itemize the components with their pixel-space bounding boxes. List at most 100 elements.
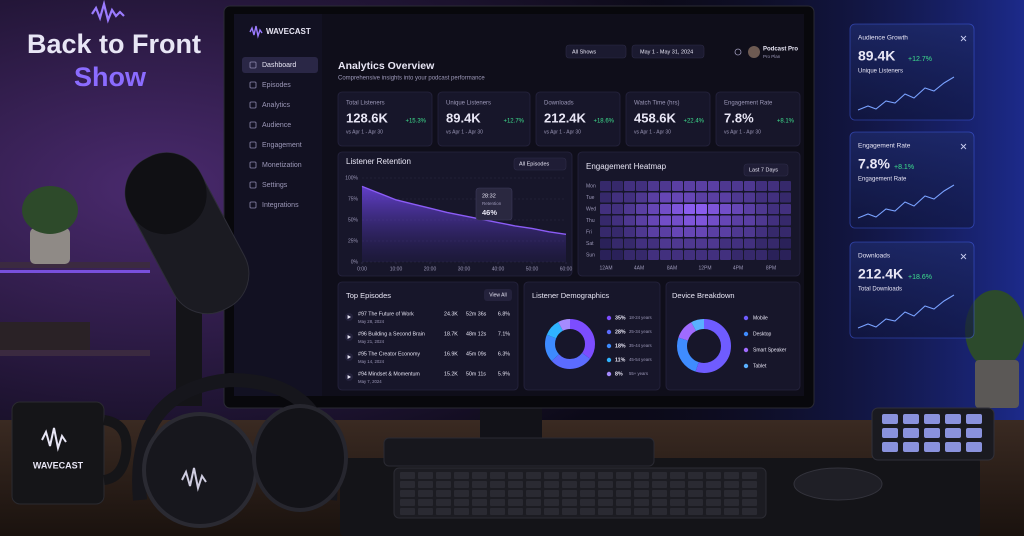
- nav-item[interactable]: Integrations: [262, 202, 299, 209]
- card-change: +8.1%: [894, 164, 914, 171]
- legend-dot: [606, 357, 612, 363]
- key: [454, 499, 469, 506]
- heat-cell: [708, 238, 719, 249]
- key: [742, 490, 757, 497]
- key: [400, 499, 415, 506]
- key: [742, 508, 757, 515]
- heat-cell: [720, 204, 731, 214]
- key: [652, 508, 667, 515]
- key: [706, 490, 721, 497]
- play-glyph: [347, 315, 351, 319]
- heat-cell: [708, 204, 719, 214]
- key: [634, 490, 649, 497]
- show-filter[interactable]: [565, 44, 627, 59]
- heading: Analytics Overview: [338, 60, 435, 72]
- heat-cell: [732, 238, 743, 249]
- panel: [625, 91, 711, 147]
- heat-cell: [600, 238, 611, 249]
- x-tick-label: 20:00: [424, 266, 437, 272]
- close-icon[interactable]: [960, 253, 967, 260]
- heat-cell: [768, 238, 779, 249]
- episode-duration: 52m 36s: [466, 311, 487, 317]
- heat-cell: [648, 181, 659, 191]
- heat-cell: [672, 192, 683, 203]
- user-name: Podcast Pro: [763, 47, 798, 53]
- key: [945, 414, 961, 424]
- key: [882, 428, 898, 438]
- plant: [965, 290, 1024, 370]
- subheading: Comprehensive insights into your podcast…: [338, 76, 485, 82]
- heat-cell: [684, 215, 695, 226]
- close-icon[interactable]: [960, 143, 967, 150]
- title-line2: Show: [74, 62, 147, 92]
- legend-dot: [606, 329, 612, 335]
- legend-value: 11%: [615, 357, 626, 363]
- key: [670, 508, 685, 515]
- nav-icon: [249, 101, 257, 109]
- view-all-button[interactable]: [484, 289, 512, 301]
- key: [418, 499, 433, 506]
- key: [562, 472, 577, 479]
- heat-cell: [612, 238, 623, 249]
- legend-dot: [743, 363, 749, 369]
- card-value: 212.4K: [858, 266, 903, 282]
- panel-title: Device Breakdown: [672, 291, 735, 300]
- legend-value: 18%: [615, 343, 626, 349]
- column-label: 12PM: [698, 265, 711, 271]
- dropdown[interactable]: [513, 157, 567, 171]
- nav-item[interactable]: Monetization: [262, 162, 302, 169]
- nav-icon: [249, 61, 257, 69]
- heat-cell: [660, 227, 671, 237]
- heat-cell: [684, 227, 695, 237]
- kpi-compare: vs Apr 1 - Apr 30: [634, 129, 671, 135]
- shelf-light: [0, 270, 150, 273]
- show-filter-label: All Shows: [572, 49, 596, 55]
- date-filter[interactable]: [631, 44, 705, 59]
- heat-cell: [636, 204, 647, 214]
- heat-cell: [648, 250, 659, 260]
- key: [436, 490, 451, 497]
- key: [418, 490, 433, 497]
- heat-cell: [660, 181, 671, 191]
- panel-title: Listener Retention: [346, 157, 411, 166]
- heat-cell: [780, 238, 791, 249]
- legend-dot: [606, 371, 612, 377]
- heat-cell: [768, 181, 779, 191]
- x-tick-label: 10:00: [390, 266, 403, 272]
- nav-item[interactable]: Settings: [262, 182, 288, 189]
- episode-rate: 6.3%: [498, 351, 510, 357]
- key: [903, 414, 919, 424]
- glass-card: [849, 131, 975, 229]
- nav-item[interactable]: Dashboard: [262, 62, 296, 69]
- key: [706, 481, 721, 488]
- key: [472, 499, 487, 506]
- nav-item[interactable]: Audience: [262, 122, 291, 129]
- mic-grille: [125, 152, 207, 235]
- column-label: 8AM: [667, 265, 677, 271]
- nav-item[interactable]: Episodes: [262, 82, 291, 89]
- row-label: Sat: [586, 241, 594, 247]
- kpi-label: Downloads: [544, 101, 574, 107]
- heat-cell: [684, 250, 695, 260]
- nav-item[interactable]: Analytics: [262, 102, 291, 109]
- key: [418, 472, 433, 479]
- plant-pot: [30, 228, 70, 264]
- dropdown-label: Last 7 Days: [749, 167, 778, 173]
- close-icon[interactable]: [960, 35, 967, 42]
- legend-dot: [606, 343, 612, 349]
- heat-cell: [624, 181, 635, 191]
- nav-active: [242, 57, 318, 73]
- dropdown[interactable]: [743, 163, 789, 177]
- heat-cell: [636, 215, 647, 226]
- heat-cell: [648, 204, 659, 214]
- legend-dot: [606, 315, 612, 321]
- heat-cell: [768, 204, 779, 214]
- panel: [437, 91, 531, 147]
- key: [598, 490, 613, 497]
- key: [945, 442, 961, 452]
- keyboard-keys: [400, 472, 757, 515]
- brand-logo: [91, 0, 125, 24]
- column-label: 8PM: [766, 265, 776, 271]
- heat-cell: [636, 250, 647, 260]
- nav-item[interactable]: Engagement: [262, 142, 302, 149]
